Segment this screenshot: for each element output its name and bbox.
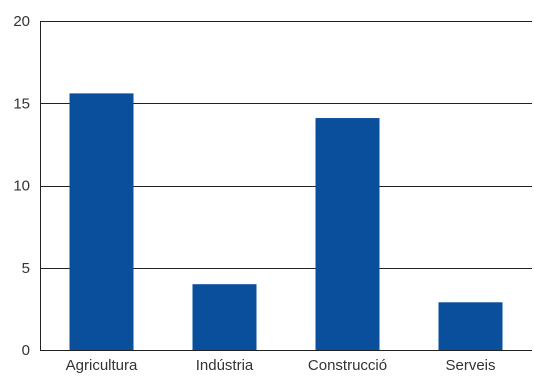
y-tick-label-2: 10 <box>13 178 30 195</box>
bar-3 <box>438 302 503 350</box>
y-tick-label-3: 15 <box>13 95 30 112</box>
x-tick-label-0: Agricultura <box>66 357 138 374</box>
x-tick-label-2: Construcció <box>308 357 387 374</box>
y-tick-label-0: 0 <box>22 342 30 359</box>
bar-1 <box>192 284 257 350</box>
bars <box>69 93 503 351</box>
y-tick-label-1: 5 <box>22 260 30 277</box>
axes <box>40 21 532 351</box>
bar-0 <box>69 93 134 350</box>
y-tick-label-4: 20 <box>13 13 30 30</box>
x-tick-labels: Agricultura Indústria Construcció Serveis <box>66 357 496 374</box>
bar-2 <box>315 118 380 351</box>
y-tick-labels: 0 5 10 15 20 <box>13 13 30 359</box>
x-tick-label-1: Indústria <box>196 357 254 374</box>
x-tick-label-3: Serveis <box>445 357 495 374</box>
